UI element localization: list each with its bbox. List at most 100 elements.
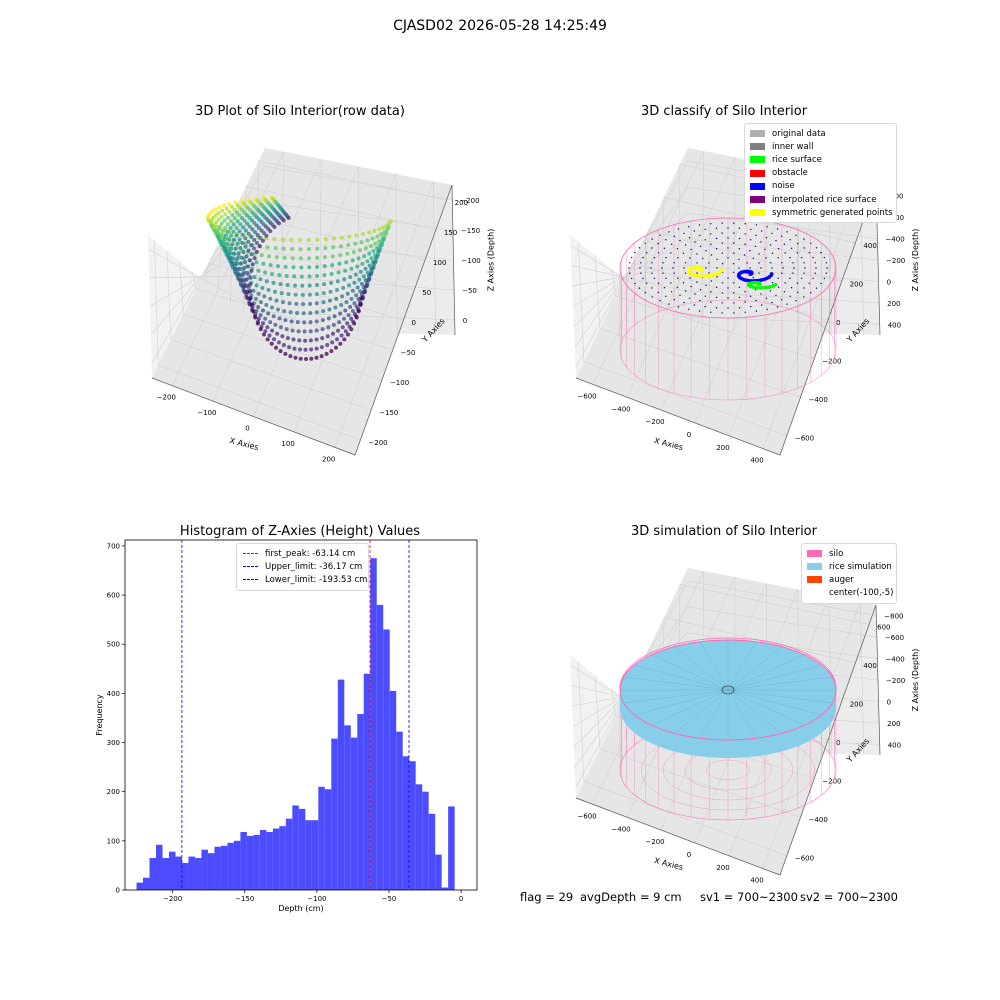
histogram-title: Histogram of Z-Axies (Height) Values [179, 524, 421, 539]
grid-point [710, 223, 712, 225]
grid-point [651, 262, 653, 264]
grid-point [699, 245, 702, 247]
classified-point [744, 278, 748, 282]
legend-item-center: center(-100,-5) [807, 587, 893, 600]
data-point [280, 237, 285, 242]
grid-line [154, 240, 361, 441]
data-point [265, 337, 270, 342]
data-point [336, 328, 341, 333]
grid-point [777, 277, 779, 279]
data-point [286, 216, 291, 220]
data-point [270, 305, 274, 310]
data-point [301, 302, 306, 307]
grid-point [752, 257, 754, 260]
data-point [219, 214, 224, 219]
raw-plot-title: 3D Plot of Silo Interior(row data) [195, 104, 405, 119]
data-point [266, 288, 271, 292]
data-point [279, 291, 284, 296]
y-tick-label: 200 [850, 280, 863, 288]
data-point [349, 316, 354, 321]
grid-point [823, 256, 825, 259]
data-point [363, 266, 368, 271]
data-point [293, 355, 298, 360]
data-point [262, 294, 267, 299]
y-tick-label: −200 [822, 358, 841, 366]
legend-label: rice surface [772, 154, 822, 165]
classified-point [720, 268, 724, 272]
data-point [296, 329, 301, 334]
histogram-bar [441, 887, 449, 890]
y-tick-label: −600 [795, 855, 814, 863]
data-point [219, 236, 223, 240]
grid-line [575, 580, 877, 788]
grid-point [784, 252, 786, 254]
data-point [223, 212, 228, 217]
legend-item-inner-wall: inner wall [750, 140, 891, 153]
axis-edges [575, 604, 881, 876]
z-axis-label: Z Axies (Depth) [487, 229, 496, 292]
data-point [372, 228, 377, 233]
grid-point [688, 297, 691, 299]
grid-point [651, 247, 653, 249]
data-point [281, 218, 286, 223]
data-point [216, 217, 221, 222]
data-point [365, 259, 370, 264]
flag-text: flag = 29 [520, 890, 574, 904]
histogram-bar [272, 828, 280, 890]
data-point [308, 338, 313, 343]
data-point [344, 260, 349, 265]
data-point [267, 254, 272, 259]
data-point [377, 239, 382, 244]
grid-point [710, 280, 713, 282]
grid-point [715, 227, 718, 229]
grid-point [771, 301, 773, 304]
data-point [315, 283, 319, 287]
histogram-bar [422, 791, 429, 890]
grid-point [738, 227, 741, 229]
data-point [288, 310, 293, 315]
grid-point [673, 235, 676, 237]
grid-point [710, 291, 712, 293]
data-point [238, 261, 243, 266]
data-point [256, 268, 261, 273]
data-point [379, 243, 384, 247]
grid-point [646, 252, 648, 254]
grid-point [708, 272, 710, 274]
grid-point [815, 267, 817, 269]
histogram-bar [344, 725, 351, 890]
data-point [262, 231, 266, 236]
data-point [228, 251, 233, 256]
y-tick-label: 50 [422, 289, 431, 297]
data-point [329, 349, 334, 354]
x-axis-label: Depth (cm) [278, 904, 323, 913]
grid-point [771, 252, 774, 254]
x-tick-label: −600 [577, 812, 596, 820]
data-point [263, 270, 268, 275]
data-point [272, 237, 277, 242]
data-point [232, 237, 237, 242]
data-point [321, 309, 326, 314]
data-point [356, 256, 361, 261]
grid-point [761, 304, 763, 306]
data-point [254, 249, 259, 254]
z-tick-label: −200 [886, 257, 905, 265]
x-tick-label: −50 [382, 895, 397, 903]
histogram-bar [266, 831, 273, 890]
legend-swatch [750, 182, 765, 190]
data-point [360, 281, 364, 286]
grid-point [781, 262, 783, 264]
data-point [260, 238, 265, 243]
data-point [384, 227, 389, 232]
data-point [337, 320, 342, 325]
grid-point [789, 257, 791, 259]
data-point [284, 327, 289, 332]
data-point [336, 270, 341, 275]
data-point [226, 215, 230, 220]
rice-mesh-line [634, 664, 729, 691]
data-point [339, 244, 343, 249]
data-point [243, 244, 248, 249]
grid-point [693, 304, 695, 306]
data-point [234, 210, 239, 215]
grid-line [572, 264, 879, 287]
grid-point [764, 248, 766, 251]
